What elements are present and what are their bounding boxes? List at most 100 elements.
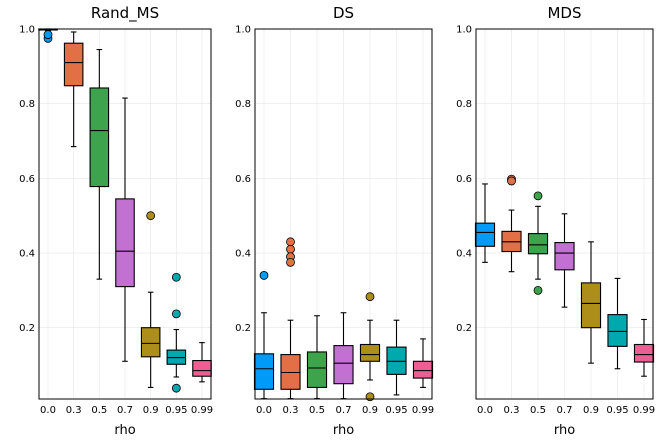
outlier-point [171, 272, 181, 282]
plot-frame [38, 28, 212, 400]
x-tick-label: 0.99 [633, 405, 655, 416]
iqr-box [306, 351, 328, 388]
y-tick-label: 1.0 [19, 25, 35, 36]
box-0.95 [386, 319, 407, 396]
box-0.7 [333, 312, 354, 400]
iqr-box [580, 282, 602, 329]
outlier-point [365, 392, 375, 402]
x-tick-label: 0.5 [91, 405, 107, 416]
x-tick-label: 0.7 [117, 405, 133, 416]
x-tick-label: 0.9 [583, 405, 599, 416]
box-0.9 [359, 292, 381, 402]
outlier-point [286, 257, 295, 267]
box-0.5 [527, 191, 549, 295]
x-tick-label: 0.95 [606, 405, 628, 416]
outlier-point [171, 309, 181, 319]
box-0.3 [280, 237, 301, 400]
y-tick-label: 0.8 [235, 99, 251, 110]
outlier-point [365, 292, 375, 302]
outlier-point [259, 271, 269, 280]
panel-rand-ms: 0.2 0.4 0.6 0.8 1.0 0.0 0.3 0.5 0.7 0.9 0.95 0.99 Ra… [19, 4, 213, 438]
box-0.0 [474, 183, 496, 263]
box-0.9 [580, 241, 602, 364]
box-0.9 [140, 211, 161, 388]
y-tick-label: 0.2 [456, 323, 472, 334]
iqr-box [63, 42, 84, 87]
x-tick-label: 0.99 [191, 405, 213, 416]
y-tick-label: 1.0 [456, 25, 472, 36]
iqr-box [386, 346, 407, 375]
iqr-box [140, 327, 161, 358]
y-tick-label: 0.4 [235, 249, 251, 260]
x-tick-label: 0.99 [412, 405, 434, 416]
x-axis-label: rho [114, 423, 135, 438]
y-tick-label: 1.0 [235, 25, 251, 36]
outlier-point [146, 211, 156, 221]
x-axis-label: rho [554, 423, 575, 438]
outlier-point [507, 176, 516, 186]
x-tick-label: 0.95 [385, 405, 407, 416]
chart-title: Rand_MS [91, 4, 159, 23]
box-0.99 [633, 318, 655, 377]
box-0.7 [115, 97, 135, 362]
x-tick-label: 0.7 [557, 405, 573, 416]
box-0.7 [554, 213, 575, 308]
iqr-box [280, 354, 301, 390]
outlier-point [286, 244, 295, 254]
box-0.0 [253, 271, 275, 400]
outlier-point [533, 285, 543, 295]
x-tick-label: 0.3 [504, 405, 520, 416]
y-tick-label: 0.4 [19, 249, 35, 260]
box-0.5 [89, 48, 110, 280]
chart-title: DS [333, 4, 354, 22]
x-tick-label: 0.0 [256, 405, 272, 416]
x-tick-label: 0.7 [336, 405, 352, 416]
x-axis-label: rho [333, 423, 354, 438]
iqr-box [607, 314, 628, 347]
y-tick-label: 0.2 [235, 323, 251, 334]
box-0.95 [166, 272, 187, 393]
x-tick-label: 0.95 [165, 405, 187, 416]
y-tick-label: 0.2 [19, 323, 35, 334]
panel-mds: 0.2 0.4 0.6 0.8 1.0 0.0 0.3 0.5 0.7 0.9 0.95 0.99 MD… [456, 4, 655, 438]
x-tick-label: 0.0 [40, 405, 56, 416]
box-0.95 [607, 277, 628, 370]
iqr-box [633, 343, 655, 363]
chart-title: MDS [547, 4, 581, 22]
box-0.99 [412, 338, 434, 388]
iqr-box [474, 222, 496, 247]
y-tick-label: 0.8 [19, 99, 35, 110]
x-tick-label: 0.0 [477, 405, 493, 416]
x-tick-label: 0.9 [362, 405, 378, 416]
iqr-box [192, 359, 212, 377]
plot-frame [254, 28, 433, 400]
iqr-box [253, 353, 275, 390]
x-tick-label: 0.5 [309, 405, 325, 416]
box-0.3 [63, 31, 84, 148]
panel-ds: 0.2 0.4 0.6 0.8 1.0 0.0 0.3 0.5 0.7 0.9 0.95 0.99 DS… [235, 4, 434, 438]
outlier-point [43, 30, 53, 40]
outlier-point [533, 191, 543, 201]
y-tick-label: 0.4 [456, 249, 472, 260]
x-tick-label: 0.3 [283, 405, 299, 416]
iqr-box [412, 360, 434, 379]
box-0.3 [501, 174, 522, 273]
iqr-box [89, 87, 110, 188]
x-tick-label: 0.9 [143, 405, 159, 416]
outlier-point [286, 237, 295, 247]
y-tick-label: 0.8 [456, 99, 472, 110]
outlier-point [171, 383, 181, 393]
iqr-box [333, 345, 354, 385]
iqr-box [554, 242, 575, 271]
y-tick-label: 0.6 [235, 174, 251, 185]
iqr-box [115, 198, 135, 288]
iqr-box [359, 343, 381, 362]
x-tick-label: 0.3 [66, 405, 82, 416]
plot-frame [475, 28, 654, 400]
iqr-box [527, 233, 549, 255]
y-tick-label: 0.6 [456, 174, 472, 185]
y-tick-label: 0.6 [19, 174, 35, 185]
x-tick-label: 0.5 [530, 405, 546, 416]
